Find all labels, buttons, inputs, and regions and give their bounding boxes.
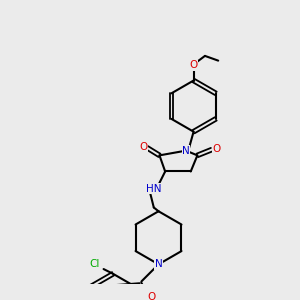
Text: O: O — [148, 292, 156, 300]
Text: HN: HN — [146, 184, 161, 194]
Text: O: O — [212, 144, 220, 154]
Text: O: O — [139, 142, 148, 152]
Text: N: N — [182, 146, 190, 156]
Text: Cl: Cl — [89, 259, 99, 269]
Text: O: O — [190, 60, 198, 70]
Text: N: N — [155, 259, 162, 269]
